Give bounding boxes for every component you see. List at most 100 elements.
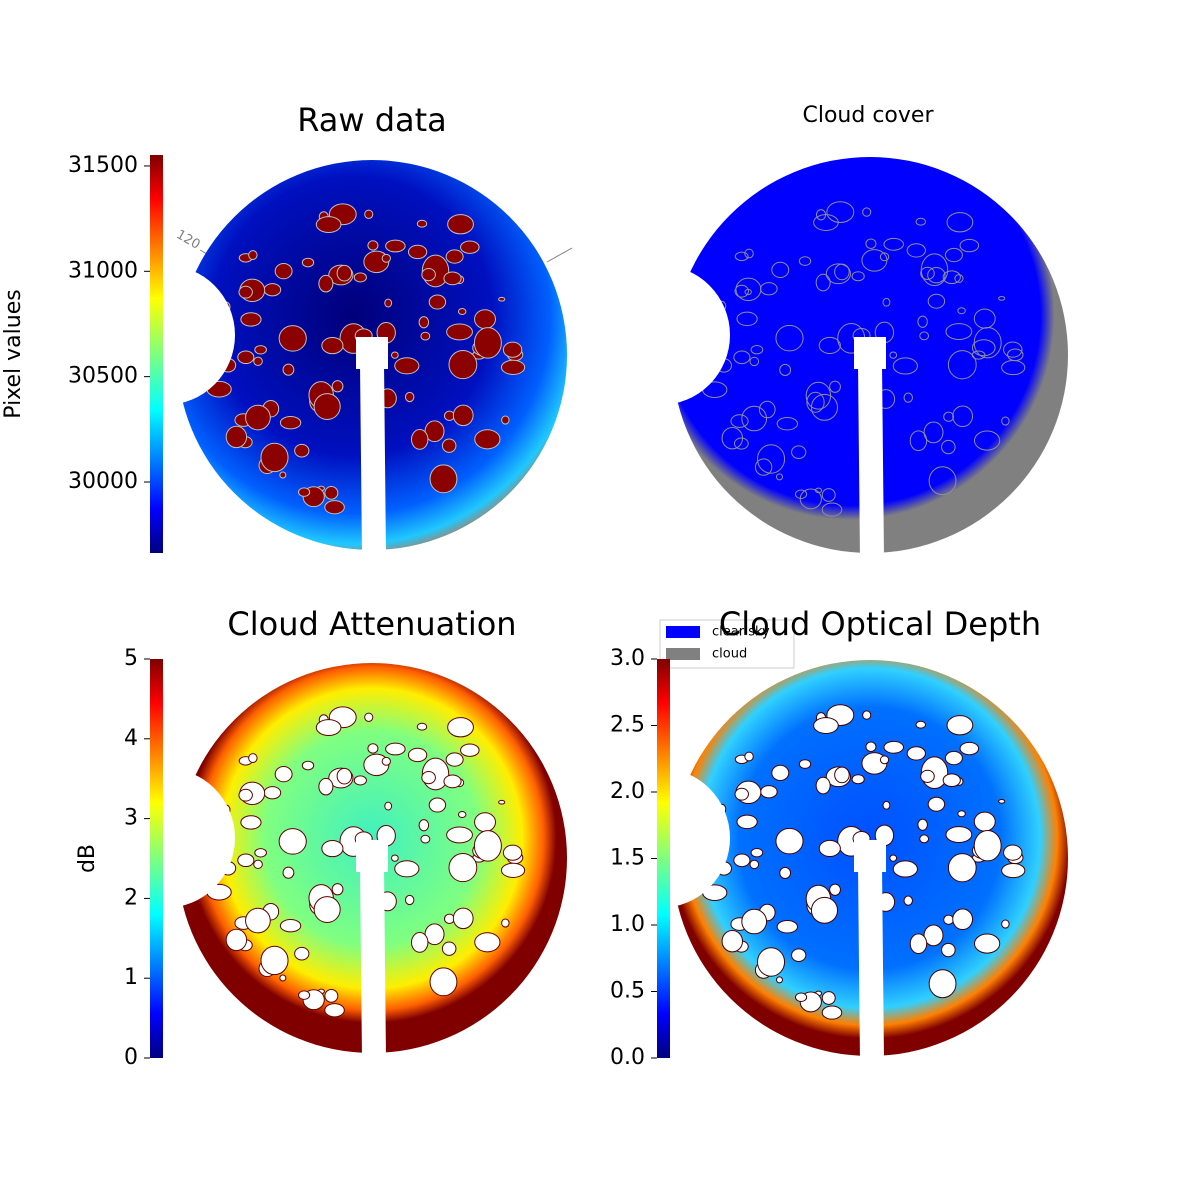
cloud-patch bbox=[794, 489, 808, 499]
cloud-patch bbox=[825, 263, 851, 285]
cloud-patch bbox=[749, 859, 760, 870]
cloud-patch bbox=[331, 380, 344, 393]
colorbar-tick-label: 3 bbox=[124, 806, 138, 831]
cloud-patch bbox=[315, 216, 342, 233]
mask-arm bbox=[360, 363, 386, 556]
colorbar-label: dB bbox=[75, 844, 100, 873]
cloud-patch bbox=[457, 810, 467, 818]
cloud-patch bbox=[446, 826, 473, 844]
cloud-patch bbox=[818, 336, 841, 355]
cloud-patch bbox=[779, 363, 792, 377]
cloud-patch bbox=[776, 920, 799, 934]
cloud-patch bbox=[927, 796, 946, 812]
cloud-patch bbox=[500, 862, 526, 878]
cloud-patch bbox=[1001, 416, 1010, 426]
cloud-patch bbox=[829, 380, 841, 393]
cloud-patch bbox=[1003, 844, 1023, 861]
cloud-patch bbox=[821, 991, 836, 1005]
cloud-patch bbox=[237, 350, 255, 365]
chart-title: Cloud Optical Depth bbox=[719, 605, 1041, 643]
polar-tick-label: 120 bbox=[173, 227, 202, 252]
cloud-patch bbox=[447, 717, 474, 738]
cloud-patch bbox=[906, 746, 926, 761]
cloud-patch bbox=[879, 252, 890, 262]
cloud-patch bbox=[749, 356, 760, 367]
cloud-patch bbox=[971, 339, 996, 357]
cloud-patch bbox=[279, 974, 287, 982]
cloud-patch bbox=[394, 860, 420, 878]
cloud-patch bbox=[919, 331, 930, 341]
cloud-patch bbox=[954, 274, 964, 283]
cloud-patch bbox=[791, 948, 807, 962]
cloud-patch bbox=[336, 767, 353, 785]
cloud-patch bbox=[385, 239, 406, 253]
cloud-patch bbox=[502, 341, 523, 358]
cloud-patch bbox=[447, 214, 474, 235]
colorbar-tick-label: 30500 bbox=[68, 364, 138, 389]
cloud-patch bbox=[420, 331, 431, 341]
cloud-patch bbox=[294, 443, 310, 458]
cloud-patch bbox=[253, 356, 263, 367]
cloud-patch bbox=[445, 249, 464, 264]
cloud-patch bbox=[353, 272, 367, 283]
cloud-patch bbox=[1001, 919, 1010, 929]
mask-head bbox=[854, 337, 886, 369]
cloud-patch bbox=[225, 928, 248, 952]
cloud-patch bbox=[263, 283, 282, 297]
cloud-patch bbox=[815, 273, 831, 292]
colorbar-tick-label: 2.0 bbox=[610, 779, 645, 804]
legend-label: cloud bbox=[712, 647, 747, 662]
cloud-patch bbox=[946, 212, 974, 233]
chart-title: Raw data bbox=[297, 101, 447, 139]
cloud-patch bbox=[920, 253, 949, 287]
cloud-patch bbox=[813, 717, 839, 734]
cloud-patch bbox=[821, 1005, 843, 1020]
cloud-patch bbox=[225, 425, 248, 449]
cloud-patch bbox=[810, 393, 839, 421]
cloud-patch bbox=[944, 750, 963, 766]
cloud-patch bbox=[452, 907, 474, 930]
cloud-patch bbox=[760, 785, 778, 799]
cloud-patch bbox=[474, 932, 501, 953]
colorbar-tick-label: 2 bbox=[124, 885, 138, 910]
cloud-patch bbox=[278, 325, 307, 352]
colorbar bbox=[150, 155, 163, 553]
cloud-patch bbox=[826, 201, 855, 223]
cloud-patch bbox=[429, 464, 458, 494]
colorbar-tick-label: 2.5 bbox=[610, 713, 645, 738]
cloud-patch bbox=[903, 392, 913, 403]
cloud-patch bbox=[474, 429, 501, 450]
cloud-patch bbox=[998, 798, 1006, 804]
cloud-patch bbox=[501, 415, 510, 425]
cloud-patch bbox=[917, 818, 928, 831]
cloud-patch bbox=[278, 828, 307, 855]
cloud-patch bbox=[973, 811, 996, 832]
cloud-patch bbox=[730, 414, 749, 428]
cloud-patch bbox=[744, 751, 754, 762]
cloud-patch bbox=[941, 942, 956, 958]
cloud-patch bbox=[923, 924, 944, 947]
cloud-patch bbox=[973, 829, 1002, 862]
cloud-patch bbox=[735, 277, 762, 302]
cloud-patch bbox=[385, 742, 406, 756]
cloud-patch bbox=[410, 932, 429, 953]
cloud-patch bbox=[501, 918, 510, 928]
cloud-patch bbox=[775, 324, 804, 352]
colorbar-tick-label: 0.5 bbox=[610, 979, 645, 1004]
cloud-patch bbox=[391, 854, 399, 862]
cloud-patch bbox=[733, 437, 749, 450]
cloud-patch bbox=[502, 844, 523, 861]
mask-arm bbox=[858, 363, 884, 559]
cloud-patch bbox=[834, 766, 850, 784]
cloud-patch bbox=[851, 774, 865, 785]
polar-axis-line bbox=[546, 247, 573, 263]
cloud-patch bbox=[353, 775, 367, 786]
colorbar-tick-label: 1.5 bbox=[610, 846, 645, 871]
sky-image bbox=[95, 663, 567, 1059]
cloud-patch bbox=[428, 797, 447, 813]
cloud-patch bbox=[862, 207, 872, 217]
cloud-patch bbox=[927, 267, 946, 284]
cloud-patch bbox=[457, 307, 467, 315]
cloud-patch bbox=[318, 274, 334, 293]
